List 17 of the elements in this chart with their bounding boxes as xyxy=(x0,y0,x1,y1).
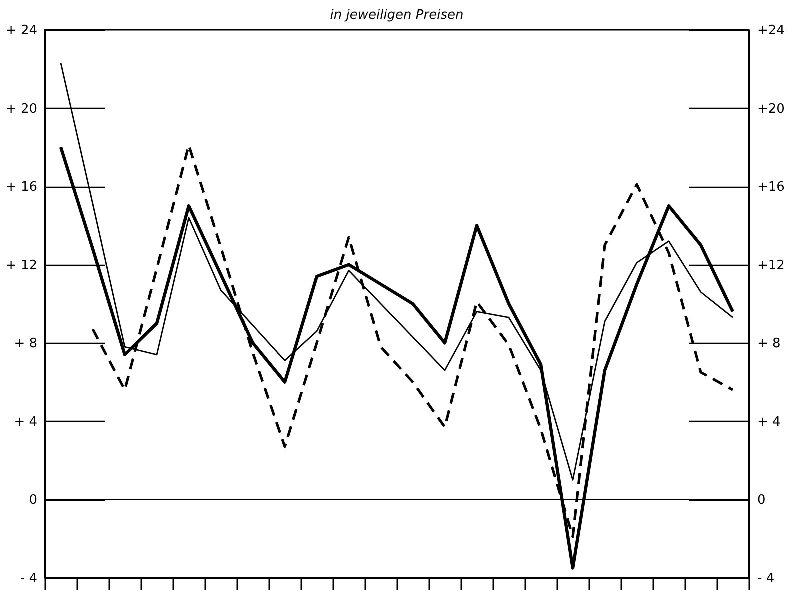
y-tick-label: + 24 xyxy=(6,24,38,38)
y2-tick-label: + 8 xyxy=(758,336,781,352)
y2-tick-label: - 4 xyxy=(758,572,775,586)
y-tick-label: + 12 xyxy=(6,258,38,274)
y2-tick-label: +12 xyxy=(758,258,785,274)
y-tick-label: - 4 xyxy=(20,572,38,586)
y2-tick-label: +24 xyxy=(758,24,785,38)
y2-tick-label: 0 xyxy=(758,493,766,508)
y-tick-label: + 4 xyxy=(14,414,38,430)
chart-title: in jeweiligen Preisen xyxy=(330,8,464,23)
y-tick-label: 0 xyxy=(29,493,38,508)
y-tick-label: + 20 xyxy=(6,102,38,117)
y-tick-label: + 8 xyxy=(14,336,38,352)
y-tick-label: + 16 xyxy=(6,180,38,196)
y2-tick-label: + 4 xyxy=(758,414,781,430)
y2-tick-label: +16 xyxy=(758,180,785,196)
y2-tick-label: +20 xyxy=(758,102,785,117)
